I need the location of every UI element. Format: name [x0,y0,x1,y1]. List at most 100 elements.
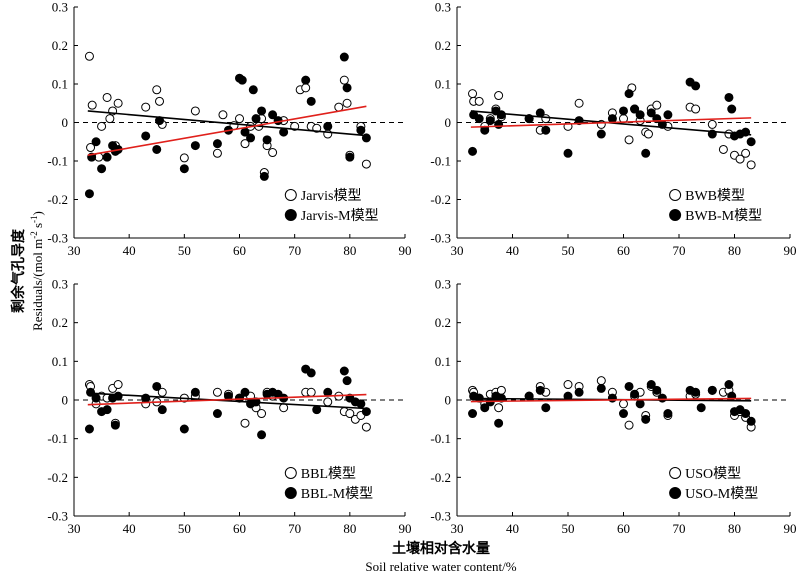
filled-point [356,125,366,135]
filled-point [624,89,634,99]
filled-point [691,387,701,397]
filled-point [251,114,261,124]
open-point [279,403,289,413]
filled-point [619,409,628,419]
filled-point [641,148,651,158]
open-point [84,51,94,61]
filled-point [494,418,504,428]
open-point [474,96,484,106]
filled-point [257,430,267,440]
filled-point [619,106,628,116]
filled-point [306,368,316,378]
filled-point [630,104,640,114]
y-tick-label: 0.1 [435,354,451,369]
legend-marker [284,467,297,479]
filled-point [468,146,478,156]
fit-line-m-model [470,117,752,128]
filled-point [212,409,222,419]
panel-top-right: -0.3 -0.2 -0.1 0 0.1 0.2 0.3 30 40 50 60 70 80 90 BWB模… [430,0,796,258]
y-tick-label: 0.3 [435,0,451,15]
filled-point [257,106,267,116]
filled-point [179,164,189,174]
panels: -0.3 -0.2 -0.1 0 0.1 0.2 0.3 30 40 50 60 70 80 90 Jarv… [47,0,796,536]
filled-point [574,387,584,397]
filled-point [312,405,322,415]
y-tick-label: -0.2 [430,192,451,207]
y-tick-label: 0.3 [52,277,68,292]
x-tick-label: 40 [506,521,519,536]
open-point [105,114,115,124]
legend-marker [284,189,297,201]
open-point [212,387,222,397]
filled-point [541,125,551,135]
open-point [643,129,653,139]
filled-point [342,83,352,93]
open-point [218,110,228,120]
open-point [113,98,123,108]
filled-point [535,108,545,118]
filled-point [141,131,151,141]
open-point [468,89,478,99]
open-point [301,83,311,93]
open-point [342,98,352,108]
open-point [306,387,316,397]
filled-point [563,148,573,158]
filled-point [323,387,333,397]
filled-point [535,385,545,395]
legend-marker [669,487,682,499]
x-tick-label: 50 [178,243,191,258]
y-tick-label: 0.2 [435,315,451,330]
x-tick-label: 30 [451,521,464,536]
legend-marker [284,209,297,221]
x-tick-label: 50 [178,521,191,536]
filled-point [246,133,256,143]
open-point [179,153,189,163]
filled-point [179,424,189,434]
open-point [574,98,584,108]
y-tick-label: -0.1 [430,154,451,169]
open-point [718,144,728,154]
y-tick-label: 0 [445,393,452,408]
filled-point [724,92,734,102]
ylabel-end: ) [30,211,45,215]
y-tick-label: 0.2 [52,38,68,53]
open-point [596,376,606,386]
filled-point [480,403,490,413]
open-point [735,154,745,164]
x-tick-label: 40 [506,243,519,258]
y-tick-label: 0.2 [52,315,68,330]
x-tick-label: 30 [451,243,464,258]
legend-label: BBL模型 [301,466,356,482]
panel-bottom-left: -0.3 -0.2 -0.1 0 0.1 0.2 0.3 30 40 50 60 70 80 90 BBL模… [47,277,411,537]
x-tick-label: 80 [728,521,741,536]
filled-point [91,393,101,403]
filled-point [741,409,751,419]
open-point [345,409,355,419]
open-point [361,422,371,432]
filled-point [496,110,506,120]
filled-point [339,366,349,376]
xlabel-en: Soil relative water content/% [365,559,516,574]
filled-point [86,387,96,397]
legend-marker [669,467,682,479]
filled-point [110,420,120,430]
fit-line-m-model [470,397,752,403]
legend-label: USO-M模型 [685,486,758,502]
filled-point [624,381,634,391]
open-point [87,100,97,110]
y-tick-label: 0.1 [52,354,68,369]
filled-point [485,116,495,126]
x-tick-label: 70 [288,521,301,536]
panel-top-left: -0.3 -0.2 -0.1 0 0.1 0.2 0.3 30 40 50 60 70 80 90 Jarv… [47,0,411,258]
x-tick-label: 90 [399,521,412,536]
open-point [494,403,504,413]
y-tick-label: -0.2 [47,192,68,207]
filled-point [279,127,289,137]
open-point [361,159,371,169]
filled-point [190,387,200,397]
filled-point [240,387,250,397]
filled-point [596,129,606,139]
filled-point [301,75,311,85]
legend-label: Jarvis模型 [301,188,362,204]
